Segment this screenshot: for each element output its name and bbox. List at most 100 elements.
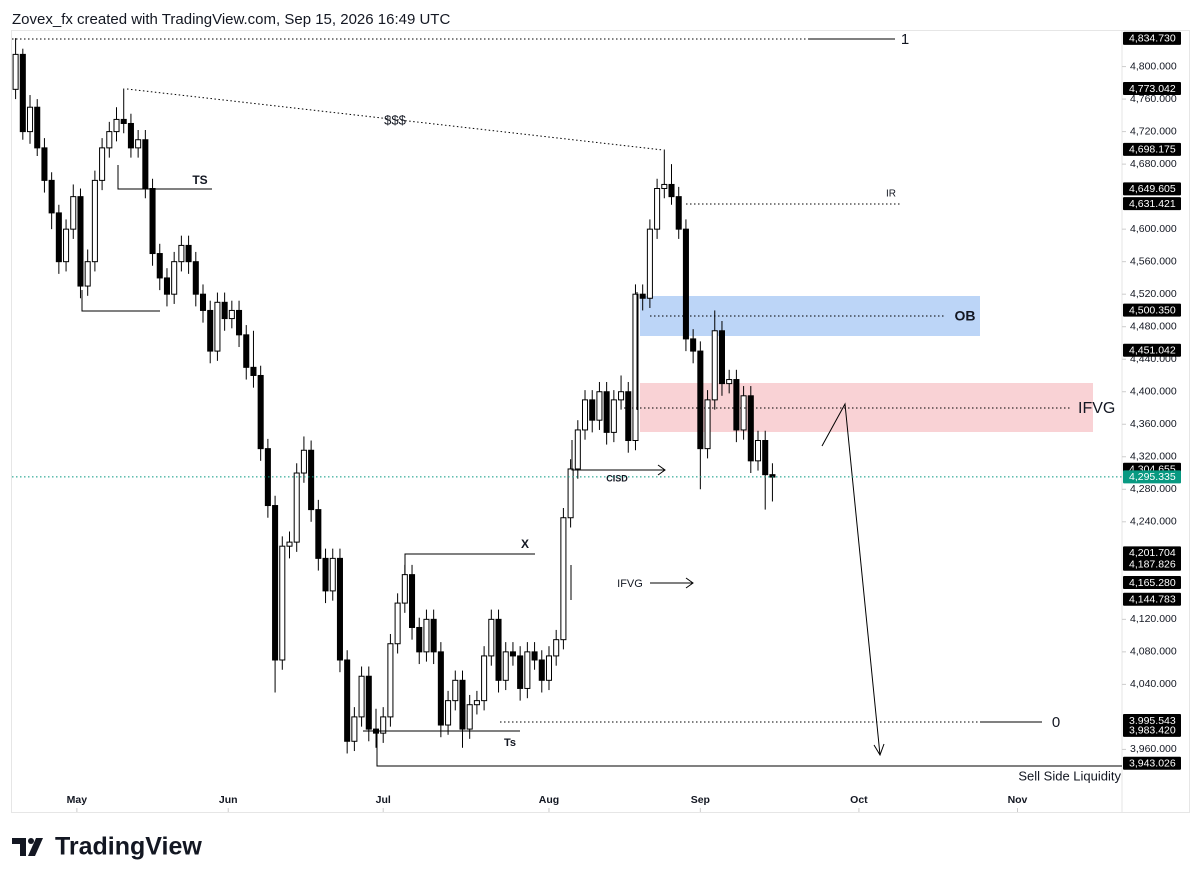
price-label: 4,698.175: [1129, 144, 1176, 156]
candle-body: [163, 277, 170, 295]
annotation: IFVG: [617, 578, 643, 590]
candle-body: [192, 261, 199, 295]
candle-body: [423, 618, 430, 653]
y-tick-label: 4,400.000: [1130, 386, 1177, 398]
candle-body: [48, 179, 55, 214]
annotation: 0: [1052, 714, 1060, 731]
candle-body: [19, 53, 26, 133]
candle-body: [711, 330, 718, 401]
candle-body: [704, 399, 711, 450]
price-label: 4,500.350: [1129, 304, 1176, 316]
price-label-box: [1123, 546, 1181, 560]
candle-body: [567, 468, 574, 519]
candle-body: [603, 391, 610, 433]
candle-body: [250, 366, 257, 376]
candle-body: [726, 379, 733, 385]
price-label: 4,773.042: [1129, 83, 1176, 95]
candle-body: [733, 379, 740, 431]
candle-body: [178, 244, 185, 263]
price-label-box: [1123, 576, 1181, 590]
price-label-box: [1123, 182, 1181, 196]
annotation: $$$: [384, 112, 406, 127]
annotation: IR: [886, 189, 896, 200]
candle-body: [690, 338, 697, 352]
price-label-box: [1123, 31, 1181, 45]
candle-body: [675, 196, 682, 230]
candle-body: [740, 395, 747, 431]
candle-body: [358, 675, 365, 718]
candle-body: [336, 557, 343, 661]
candle-body: [272, 505, 279, 661]
candle-body: [12, 53, 19, 90]
price-label-box: [1123, 714, 1181, 728]
candle-body: [553, 639, 560, 657]
y-tick-label: 4,520.000: [1130, 288, 1177, 300]
price-label: 4,649.605: [1129, 183, 1176, 195]
price-label: 4,187.826: [1129, 558, 1176, 570]
price-label-box: [1123, 343, 1181, 357]
tradingview-logo: TradingView: [12, 833, 202, 861]
price-label-box: [1123, 723, 1181, 737]
candle-body: [387, 643, 394, 718]
candle-body: [668, 183, 675, 198]
sell-side-line: [376, 731, 1122, 767]
price-label-box: [1123, 592, 1181, 606]
candle-body: [380, 716, 387, 734]
price-label-box: [1123, 197, 1181, 211]
candle-body: [437, 651, 444, 726]
candle-body: [610, 399, 617, 433]
price-label-box: [1123, 557, 1181, 571]
candle-body: [171, 261, 178, 295]
candle-body: [41, 147, 48, 181]
annotations: $$$ TS IR OB IFVG CISD X IFVG Ts 1 0 Sell Side Liqu…: [192, 31, 1121, 783]
annotation: Sell Side Liquidity: [1018, 768, 1121, 783]
annotation: CISD: [606, 473, 628, 483]
candle-body: [308, 449, 315, 511]
ts-line: [117, 165, 212, 190]
candle-body: [509, 651, 516, 657]
candle-body: [322, 557, 329, 592]
candle-body: [560, 517, 567, 641]
price-label-box: [1123, 303, 1181, 317]
candle-body: [106, 131, 113, 149]
candle-body: [120, 118, 127, 124]
annotation: X: [521, 537, 529, 551]
y-tick-label: 4,720.000: [1130, 125, 1177, 137]
candle-body: [618, 391, 625, 401]
candle-body: [300, 449, 307, 474]
y-tick-label: 4,360.000: [1130, 418, 1177, 430]
candle-body: [646, 228, 653, 299]
candle-body: [257, 374, 264, 450]
projection-arrowhead: [873, 743, 885, 757]
candle-body: [344, 659, 351, 742]
x-tick-label: Nov: [1008, 794, 1028, 806]
y-tick-label: 4,080.000: [1130, 646, 1177, 658]
candle-body: [185, 244, 192, 263]
candle-body: [264, 448, 271, 507]
candle-body: [639, 293, 646, 299]
annotation: OB: [955, 308, 976, 324]
cisd-arrowhead: [657, 464, 666, 476]
price-label-box: [1123, 81, 1181, 95]
candle-body: [697, 350, 704, 450]
candle-body: [156, 253, 163, 279]
candle-body: [589, 399, 596, 421]
candle-body: [279, 545, 286, 661]
candle-body: [488, 618, 495, 657]
swing-low-line: [81, 290, 160, 312]
candle-body: [55, 212, 62, 263]
candle-body: [34, 106, 41, 149]
annotation: 1: [901, 31, 909, 48]
candle-body: [409, 574, 416, 628]
candle-body: [545, 655, 553, 681]
candle-body: [517, 655, 524, 689]
candle-body: [199, 293, 207, 311]
x-tick-label: Jul: [376, 794, 391, 806]
y-tick-label: 4,600.000: [1130, 223, 1177, 235]
y-tick-label: 4,120.000: [1130, 613, 1177, 625]
candle-body: [207, 309, 214, 352]
candle-body: [394, 602, 401, 645]
candle-body: [495, 618, 502, 681]
candle-body: [661, 183, 668, 190]
